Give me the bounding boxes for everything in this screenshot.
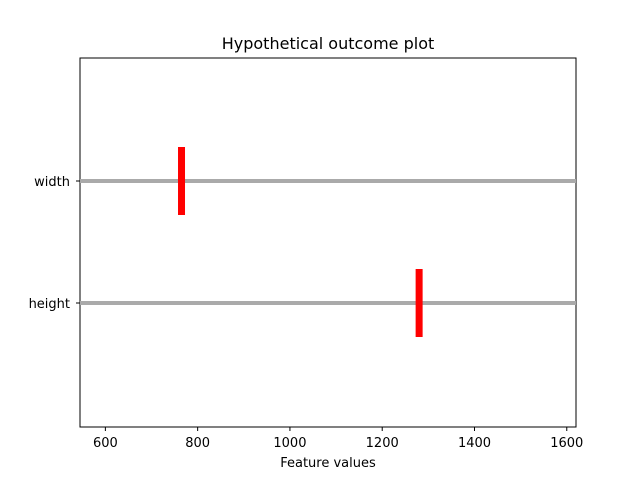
x-axis-label: Feature values [280, 456, 376, 471]
y-tick-label-width: width [34, 175, 70, 190]
category-lines [80, 179, 576, 305]
x-tick-label: 800 [185, 436, 210, 451]
x-axis: 600 800 1000 1200 1400 1600 [93, 427, 583, 451]
x-tick-label: 1400 [458, 436, 491, 451]
plot-frame [79, 57, 577, 428]
y-tick-label-height: height [29, 297, 70, 312]
chart-title: Hypothetical outcome plot [222, 34, 435, 53]
plot-area [79, 57, 577, 428]
y-axis: width height [29, 175, 80, 312]
outcome-marker-width [178, 147, 186, 215]
x-tick-label: 1600 [550, 436, 583, 451]
outcome-marker-height [415, 269, 423, 337]
x-tick-label: 1000 [273, 436, 306, 451]
x-tick-label: 600 [93, 436, 118, 451]
x-tick-label: 1200 [366, 436, 399, 451]
markers [178, 147, 423, 337]
